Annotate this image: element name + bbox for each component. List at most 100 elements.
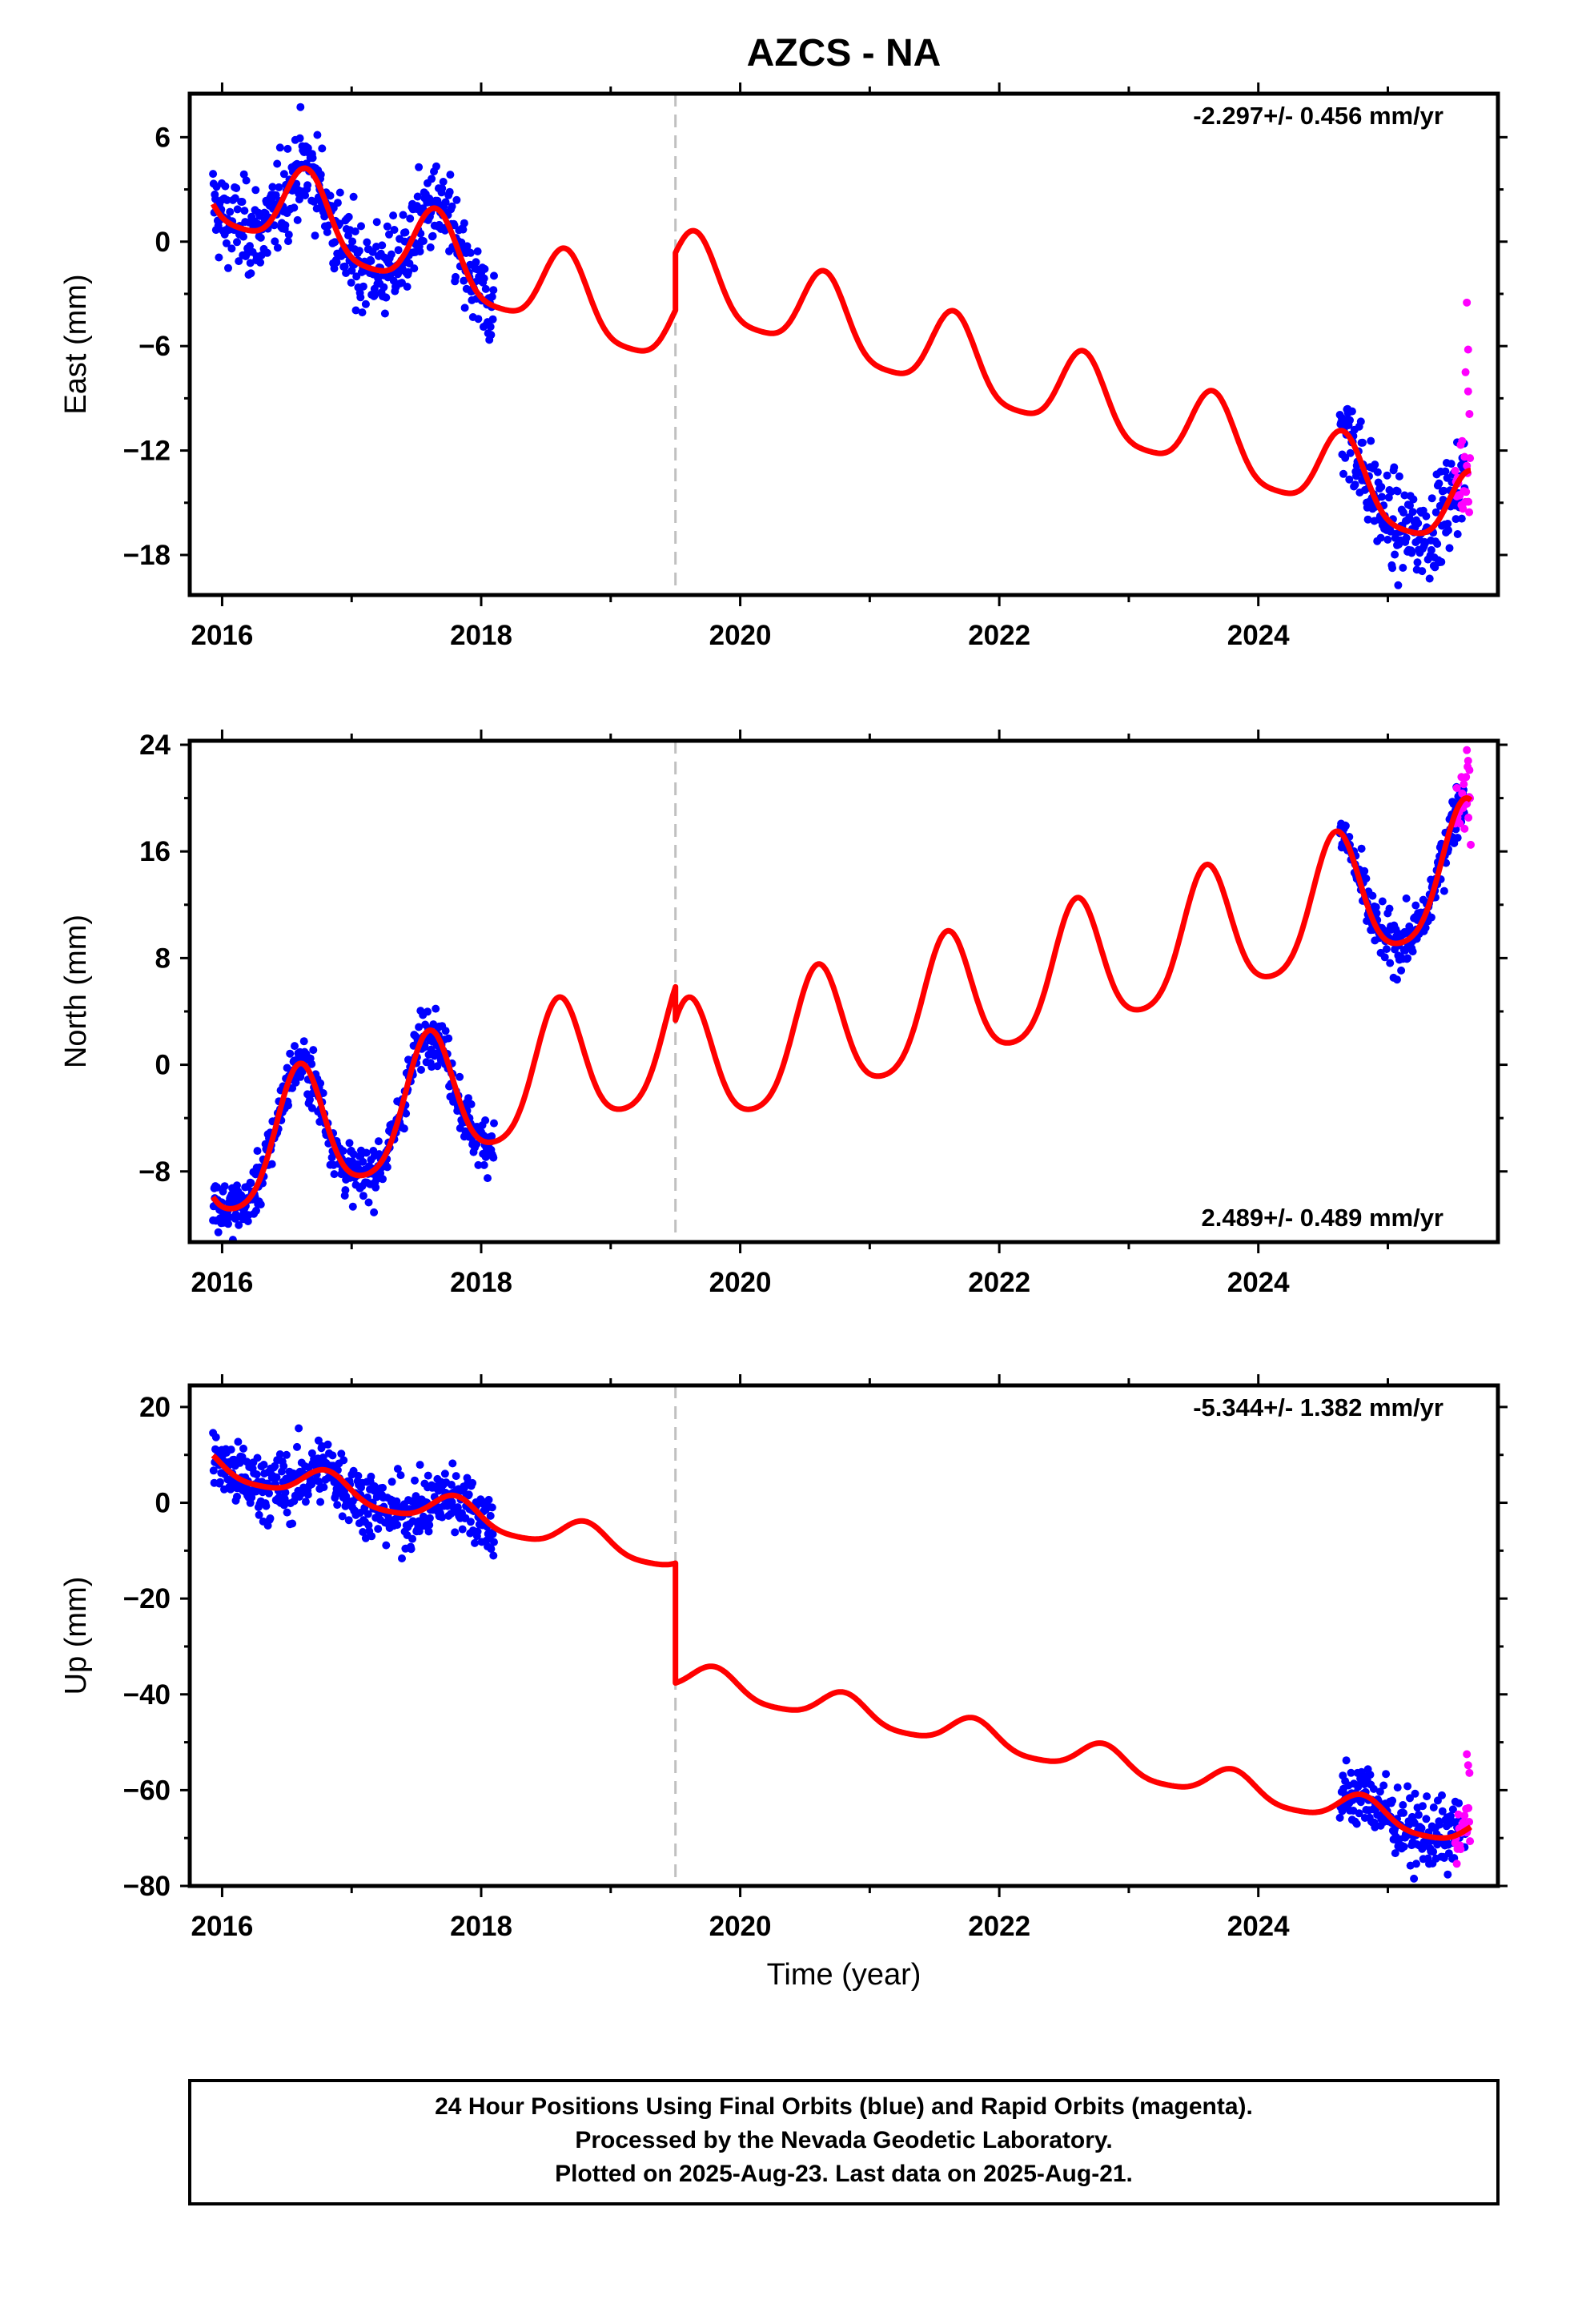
rapid-point	[1460, 824, 1469, 833]
final-point	[337, 1449, 346, 1458]
final-point	[359, 282, 367, 291]
final-point	[1411, 1789, 1419, 1798]
final-point	[1422, 1815, 1431, 1823]
final-point	[425, 194, 434, 203]
rapid-point	[1465, 508, 1474, 517]
final-point	[1341, 822, 1350, 830]
final-point	[1418, 567, 1427, 576]
final-point	[266, 1514, 275, 1522]
final-point	[394, 246, 403, 255]
final-point	[398, 1554, 406, 1562]
plot-frame	[187, 738, 1500, 1244]
final-point	[312, 204, 321, 213]
rapid-point	[1464, 814, 1473, 822]
final-point	[211, 1433, 220, 1441]
rapid-point	[1462, 488, 1471, 497]
final-point	[271, 191, 280, 199]
final-point	[223, 195, 231, 204]
x-tick-label: 2018	[450, 620, 512, 651]
final-point	[316, 1079, 325, 1088]
final-point	[326, 191, 335, 200]
final-point	[441, 198, 450, 207]
x-tick-label: 2020	[709, 1911, 772, 1942]
final-point	[424, 1007, 432, 1016]
final-point	[406, 214, 415, 223]
final-point	[284, 237, 292, 246]
final-point	[1382, 945, 1391, 954]
final-point	[284, 231, 293, 239]
final-point	[275, 143, 284, 152]
final-point	[370, 1208, 379, 1216]
x-tick-label: 2022	[968, 1911, 1030, 1942]
x-tick-label: 2022	[968, 1267, 1030, 1298]
final-point	[227, 1445, 235, 1454]
final-point	[1378, 897, 1387, 906]
final-point	[452, 195, 461, 204]
footer-box: 24 Hour Positions Using Final Orbits (bl…	[188, 2079, 1500, 2205]
final-point	[354, 1471, 363, 1480]
y-tick-label: 16	[139, 836, 171, 867]
x-tick-label: 2024	[1227, 620, 1290, 651]
final-point	[489, 1551, 498, 1560]
final-point	[1427, 913, 1435, 922]
final-point	[408, 1534, 417, 1543]
final-point	[234, 1437, 243, 1446]
final-point	[288, 1519, 297, 1528]
final-point	[331, 238, 339, 247]
final-point	[1394, 581, 1403, 589]
final-point	[293, 215, 302, 224]
final-point	[358, 308, 367, 317]
final-point	[490, 1538, 498, 1546]
final-point	[488, 292, 496, 301]
final-point	[1457, 514, 1466, 523]
model-curve	[211, 1453, 1472, 1841]
final-point	[1378, 493, 1386, 501]
final-point	[399, 211, 408, 219]
final-point	[407, 1545, 416, 1554]
final-point	[382, 1541, 391, 1550]
final-point	[230, 1455, 239, 1464]
final-point	[1391, 1849, 1399, 1858]
final-point	[1391, 550, 1399, 559]
final-point	[1445, 544, 1454, 553]
final-point	[484, 1174, 492, 1183]
x-tick-label: 2016	[191, 620, 254, 651]
x-tick-label: 2016	[191, 1911, 254, 1942]
final-point	[1423, 1792, 1431, 1801]
final-point	[382, 293, 391, 302]
rapid-point	[1454, 1810, 1463, 1819]
rapid-point	[1464, 497, 1473, 506]
final-point	[292, 179, 301, 188]
final-point	[299, 1037, 308, 1046]
final-point	[283, 144, 292, 153]
final-point	[239, 1444, 247, 1453]
final-point	[296, 103, 305, 111]
final-point	[1355, 1809, 1363, 1818]
rapid-point	[1452, 784, 1461, 792]
final-point	[1363, 515, 1372, 524]
final-point	[251, 186, 260, 195]
final-point	[412, 1492, 420, 1501]
final-point	[220, 1182, 229, 1191]
final-point	[367, 256, 375, 265]
final-point	[315, 1478, 323, 1486]
final-point	[481, 1116, 490, 1124]
final-point	[255, 1510, 263, 1519]
final-point	[490, 271, 498, 280]
y-tick-label: −18	[123, 540, 171, 571]
final-point	[246, 242, 254, 251]
final-point	[238, 198, 247, 206]
final-point	[233, 238, 241, 247]
final-point	[338, 1512, 347, 1521]
x-tick-label: 2020	[709, 620, 772, 651]
final-point	[330, 1170, 339, 1179]
final-point	[279, 1462, 288, 1470]
panel-north: 24 16 8 0 −8 2016 2018 2020 2022 2024 North (mm) 2.…	[59, 730, 1508, 1298]
final-point	[473, 1527, 482, 1536]
plot-area	[209, 741, 1476, 1242]
final-point	[1409, 495, 1418, 504]
final-point	[275, 1450, 284, 1458]
final-point	[256, 258, 265, 267]
final-point	[489, 286, 498, 295]
final-point	[390, 226, 399, 234]
